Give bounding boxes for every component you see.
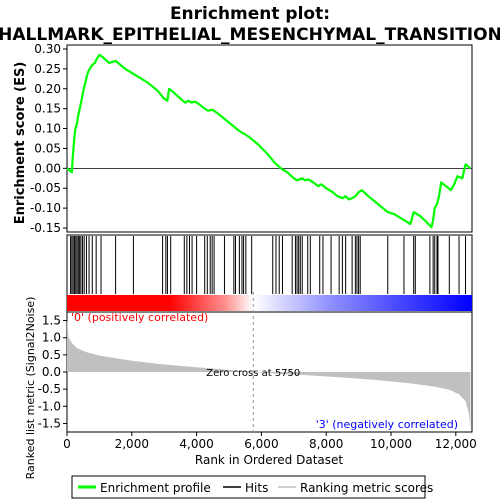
positive-correlation-label: '0' (positively correlated) <box>71 311 208 324</box>
metric-y-tick-label: -1.5 <box>38 416 61 430</box>
zero-cross-label: Zero cross at 5750 <box>206 368 300 379</box>
legend-label-hits: Hits <box>245 481 268 495</box>
es-y-tick-label: 0.25 <box>34 62 61 76</box>
x-tick-label: 6,000 <box>244 437 278 451</box>
es-y-tick-label: 0.00 <box>34 161 61 175</box>
metric-y-tick-label: 0.5 <box>42 348 61 362</box>
es-plot-frame <box>66 44 473 233</box>
x-axis-label: Rank in Ordered Dataset <box>195 453 343 467</box>
es-y-tick-label: -0.15 <box>30 221 61 235</box>
metric-y-tick-label: -0.5 <box>38 382 61 396</box>
metric-y-tick-label: 0.0 <box>42 365 61 379</box>
x-tick-label: 8,000 <box>309 437 343 451</box>
x-tick-label: 0 <box>63 437 71 451</box>
legend: Enrichment profile Hits Ranking metric s… <box>71 475 433 499</box>
x-tick-label: 2,000 <box>115 437 149 451</box>
chart-title-line1: Enrichment plot: <box>170 4 330 24</box>
es-panel: -0.15 -0.10 -0.05 0.00 0.05 0.10 0.15 0.20 0.25 0… <box>30 42 473 235</box>
x-tick-label: 4,000 <box>179 437 213 451</box>
x-tick-label: 10,000 <box>370 437 412 451</box>
ranking-metric-area <box>67 318 471 429</box>
x-tick-label: 12,000 <box>435 437 477 451</box>
metric-y-tick-label: 1.5 <box>42 314 61 328</box>
correlation-color-bar <box>67 295 472 311</box>
es-y-tick-label: -0.10 <box>30 201 61 215</box>
es-y-tick-label: 0.30 <box>34 42 61 56</box>
legend-box <box>71 475 426 499</box>
es-y-axis-label: Enrichment score (ES) <box>13 62 28 225</box>
es-y-tick-label: 0.10 <box>34 122 61 136</box>
enrichment-profile-line <box>66 53 472 229</box>
metric-y-tick-label: 1.0 <box>42 331 61 345</box>
es-y-tick-label: -0.05 <box>30 181 61 195</box>
legend-label-metric: Ranking metric scores <box>300 481 433 495</box>
es-y-tick-label: 0.05 <box>34 141 61 155</box>
metric-y-axis-label: Ranked list metric (Signal2Noise) <box>24 297 37 480</box>
metric-panel: Zero cross at 5750 '0' (positively correl… <box>38 292 477 451</box>
chart-title-line2: HALLMARK_EPITHELIAL_MESENCHYMAL_TRANSITI… <box>0 25 500 45</box>
metric-y-tick-label: -1.0 <box>38 399 61 413</box>
es-y-tick-label: 0.20 <box>34 82 61 96</box>
legend-label-enrichment: Enrichment profile <box>100 481 211 495</box>
hits-panel <box>66 234 473 313</box>
es-y-tick-label: 0.15 <box>34 102 61 116</box>
negative-correlation-label: '3' (negatively correlated) <box>316 418 458 431</box>
